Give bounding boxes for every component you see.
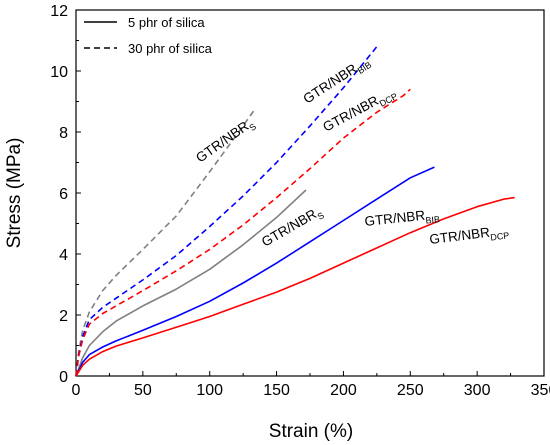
x-tick-label: 300 — [464, 382, 491, 399]
legend-label: 30 phr of silica — [128, 41, 213, 56]
y-tick-label: 0 — [59, 369, 68, 386]
y-axis: 0 2 4 6 8 10 12 — [50, 3, 81, 386]
legend-label: 5 phr of silica — [128, 15, 205, 30]
curve-label-base: GTR/NBR — [364, 208, 426, 229]
plot-area — [75, 9, 545, 377]
series-line-dashed-gray — [75, 110, 255, 377]
x-tick-label: 150 — [263, 382, 290, 399]
x-axis: 0 50 100 150 200 250 300 350 — [72, 371, 550, 399]
y-tick-label: 12 — [50, 3, 68, 20]
x-axis-title: Strain (%) — [269, 421, 353, 442]
series-line-solid-red — [75, 196, 515, 377]
curve-label-sub: S — [316, 210, 326, 222]
curve-label-solid-blue: GTR/NBRBIB — [364, 206, 441, 232]
x-tick-label: 50 — [134, 382, 152, 399]
curve-label-dashed-gray: GTR/NBRS — [193, 115, 258, 168]
y-axis-title: Stress (MPa) — [4, 138, 25, 249]
legend: 5 phr of silica 30 phr of silica — [84, 15, 213, 56]
series-line-solid-blue — [75, 166, 435, 377]
y-tick-label: 4 — [59, 247, 68, 264]
curve-label-base: GTR/NBR — [320, 93, 381, 135]
curve-label-base: GTR/NBR — [300, 61, 359, 107]
curve-label-dashed-red: GTR/NBRDCP — [320, 84, 399, 137]
plot-frame — [75, 9, 545, 377]
curve-label-base: GTR/NBR — [259, 206, 319, 249]
curve-label-base: GTR/NBR — [193, 118, 252, 165]
y-tick-label: 6 — [59, 186, 68, 203]
curve-label-solid-gray: GTR/NBRS — [259, 203, 326, 252]
series-line-dashed-red — [75, 88, 411, 377]
y-tick-label: 10 — [50, 64, 68, 81]
y-tick-label: 8 — [59, 125, 68, 142]
curve-label-base: GTR/NBR — [429, 225, 491, 247]
curve-label-sub: BIB — [425, 214, 440, 225]
x-tick-label: 350 — [531, 382, 550, 399]
x-tick-label: 100 — [196, 382, 223, 399]
x-tick-label: 0 — [72, 382, 81, 399]
x-tick-label: 250 — [397, 382, 424, 399]
curve-label-sub: DCP — [490, 230, 510, 242]
curve-label-sub: DCP — [378, 91, 399, 109]
x-tick-label: 200 — [330, 382, 357, 399]
annotations: GTR/NBRS GTR/NBRBIBGTR/NBRDCPGTR/NBRSGTR/… — [193, 60, 510, 252]
series-line-dashed-blue — [75, 46, 378, 377]
y-tick-label: 2 — [59, 308, 68, 325]
curve-label-solid-red: GTR/NBRDCP — [429, 222, 510, 250]
curve-label-sub: S — [247, 121, 258, 133]
series-layer — [75, 46, 515, 377]
series-line-solid-gray — [75, 189, 307, 377]
